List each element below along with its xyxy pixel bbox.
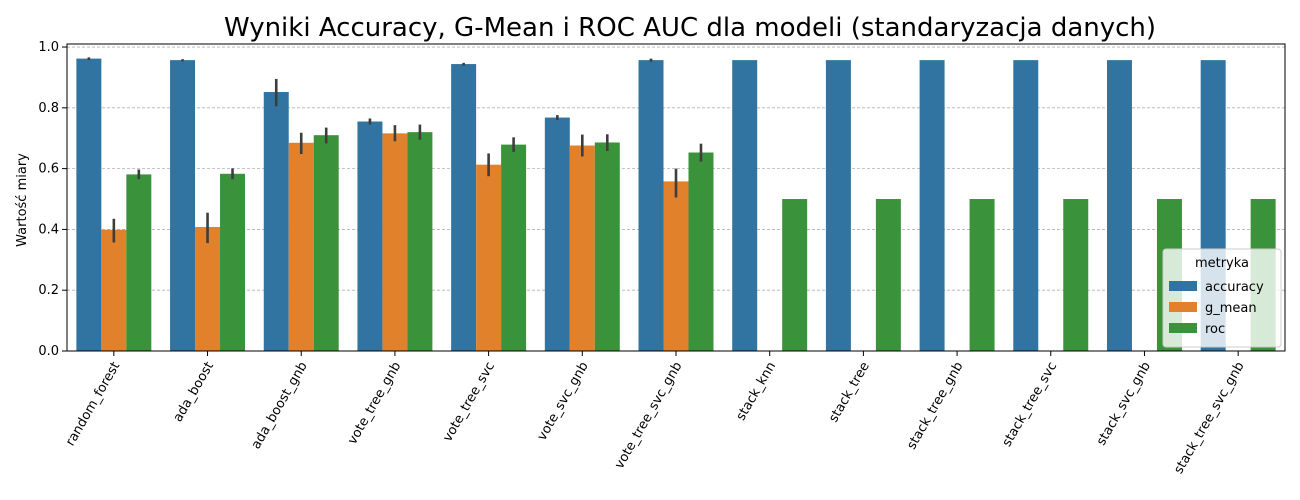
x-tick-label: stack_tree [826,360,873,426]
bar-g_mean-vote_tree_svc[interactable] [476,164,502,351]
bar-accuracy-random_forest[interactable] [76,58,102,352]
y-tick-label: 0.2 [38,283,59,298]
legend-swatch-roc [1169,323,1197,333]
bar-accuracy-stack_svc_gnb[interactable] [1106,60,1132,352]
legend-swatch-accuracy [1169,281,1197,291]
bars [76,58,1276,352]
bar-g_mean-vote_tree_svc_gnb[interactable] [663,181,689,351]
bar-roc-vote_tree_svc_gnb[interactable] [688,152,714,351]
bar-roc-stack_tree_gnb[interactable] [969,199,995,351]
y-tick-label: 0.6 [38,162,59,177]
legend-label-accuracy[interactable]: accuracy [1205,280,1264,295]
bar-g_mean-ada_boost_gnb[interactable] [288,142,314,351]
chart-title: Wyniki Accuracy, G-Mean i ROC AUC dla mo… [224,13,1156,43]
y-axis-label: Wartość miary [15,153,30,247]
legend-label-roc[interactable]: roc [1205,322,1225,337]
y-tick-label: 0.4 [38,222,59,237]
bar-roc-vote_svc_gnb[interactable] [594,142,620,351]
x-tick-label: stack_knn [734,360,780,424]
y-tick-label: 1.0 [38,40,59,55]
x-tick-label: vote_tree_gnb [345,360,404,448]
x-tick-label: ada_boost_gnb [249,360,311,452]
bar-g_mean-vote_tree_gnb[interactable] [382,133,408,351]
x-tick-label: stack_svc_gnb [1094,360,1154,449]
x-tick-label: stack_tree_svc [1000,360,1061,450]
bar-roc-stack_tree_svc[interactable] [1063,199,1089,351]
bar-accuracy-ada_boost[interactable] [170,60,196,352]
legend-title: metryka [1195,256,1249,271]
bar-roc-ada_boost_gnb[interactable] [313,135,339,351]
bar-g_mean-vote_svc_gnb[interactable] [569,145,595,351]
bar-accuracy-vote_tree_svc_gnb[interactable] [638,60,664,352]
bar-accuracy-vote_svc_gnb[interactable] [544,117,570,352]
bar-roc-stack_tree[interactable] [875,199,901,351]
bar-accuracy-stack_knn[interactable] [732,60,758,352]
legend-label-g_mean[interactable]: g_mean [1205,301,1257,316]
x-tick-label: random_forest [63,360,123,449]
bar-accuracy-stack_tree_svc[interactable] [1013,60,1039,352]
bar-accuracy-vote_tree_gnb[interactable] [357,121,383,351]
x-tick-label: stack_tree_svc_gnb [1171,360,1247,477]
x-tick-label: ada_boost [171,360,217,425]
x-tick-label: vote_svc_gnb [535,360,592,444]
y-tick-label: 0.8 [38,101,59,116]
bar-roc-ada_boost[interactable] [220,173,246,351]
bar-g_mean-ada_boost[interactable] [195,226,221,351]
legend-box [1162,248,1282,348]
error-bars [87,57,703,244]
x-tick-label: vote_tree_svc [440,359,498,444]
bar-accuracy-stack_tree[interactable] [825,60,851,352]
bar-accuracy-ada_boost_gnb[interactable] [263,92,289,351]
bar-g_mean-random_forest[interactable] [101,229,127,351]
bar-roc-vote_tree_svc[interactable] [501,144,527,351]
legend-swatch-g_mean [1169,302,1197,312]
bar-roc-vote_tree_gnb[interactable] [407,132,433,351]
bar-accuracy-vote_tree_svc[interactable] [451,64,477,351]
bar-roc-random_forest[interactable] [126,174,152,351]
x-tick-label: stack_tree_gnb [904,360,966,453]
x-tick-label: vote_tree_svc_gnb [612,360,685,472]
bar-roc-stack_knn[interactable] [782,199,808,351]
plot-frame [66,43,1286,352]
bar-accuracy-stack_tree_gnb[interactable] [919,60,945,352]
y-tick-label: 0.0 [38,344,59,359]
